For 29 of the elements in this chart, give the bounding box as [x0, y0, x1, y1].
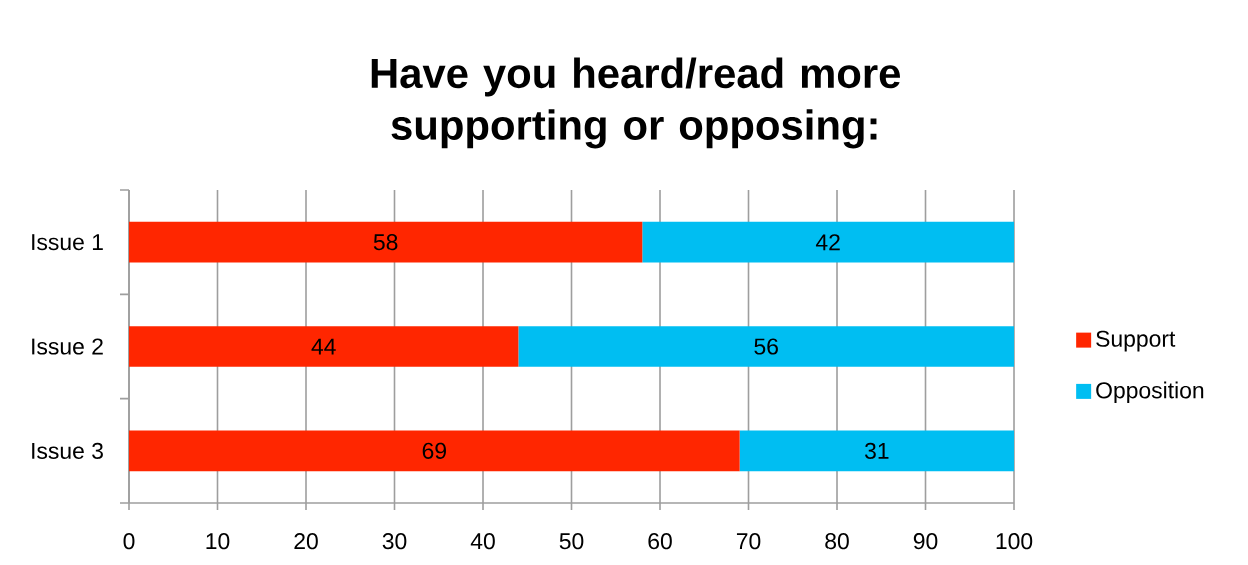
- data-label: 44: [311, 338, 336, 355]
- bar: [129, 326, 519, 367]
- x-tick-label: 30: [382, 533, 407, 550]
- x-tick-label: 60: [648, 533, 672, 550]
- x-tick-label: 0: [123, 533, 135, 550]
- bar: [129, 221, 643, 263]
- y-tick-label: Issue 1: [32, 234, 103, 251]
- y-tick-label: Issue 2: [32, 338, 103, 355]
- x-tick-label: 20: [294, 533, 318, 550]
- x-tick-label: 10: [206, 533, 230, 550]
- data-label: 58: [373, 234, 398, 251]
- x-tick-label: 40: [470, 533, 495, 550]
- bar: [739, 430, 1015, 472]
- legend-label: Opposition: [1096, 381, 1204, 403]
- y-tick-label: Issue 3: [32, 442, 103, 459]
- bar: [642, 221, 1015, 263]
- data-label: 56: [754, 338, 778, 355]
- x-tick-label: 50: [559, 533, 584, 550]
- bar: [518, 326, 1015, 367]
- data-label: 42: [815, 234, 840, 251]
- legend-label: Support: [1096, 330, 1176, 352]
- chart-title: Have you heard/read more supporting or opposing:: [371, 57, 900, 149]
- x-tick-label: 80: [825, 533, 849, 550]
- x-tick-label: 90: [913, 533, 938, 550]
- x-tick-label: 100: [996, 533, 1033, 550]
- bar: [129, 430, 740, 472]
- data-label: 31: [864, 442, 889, 459]
- data-label: 69: [422, 442, 446, 459]
- x-tick-label: 70: [736, 533, 761, 550]
